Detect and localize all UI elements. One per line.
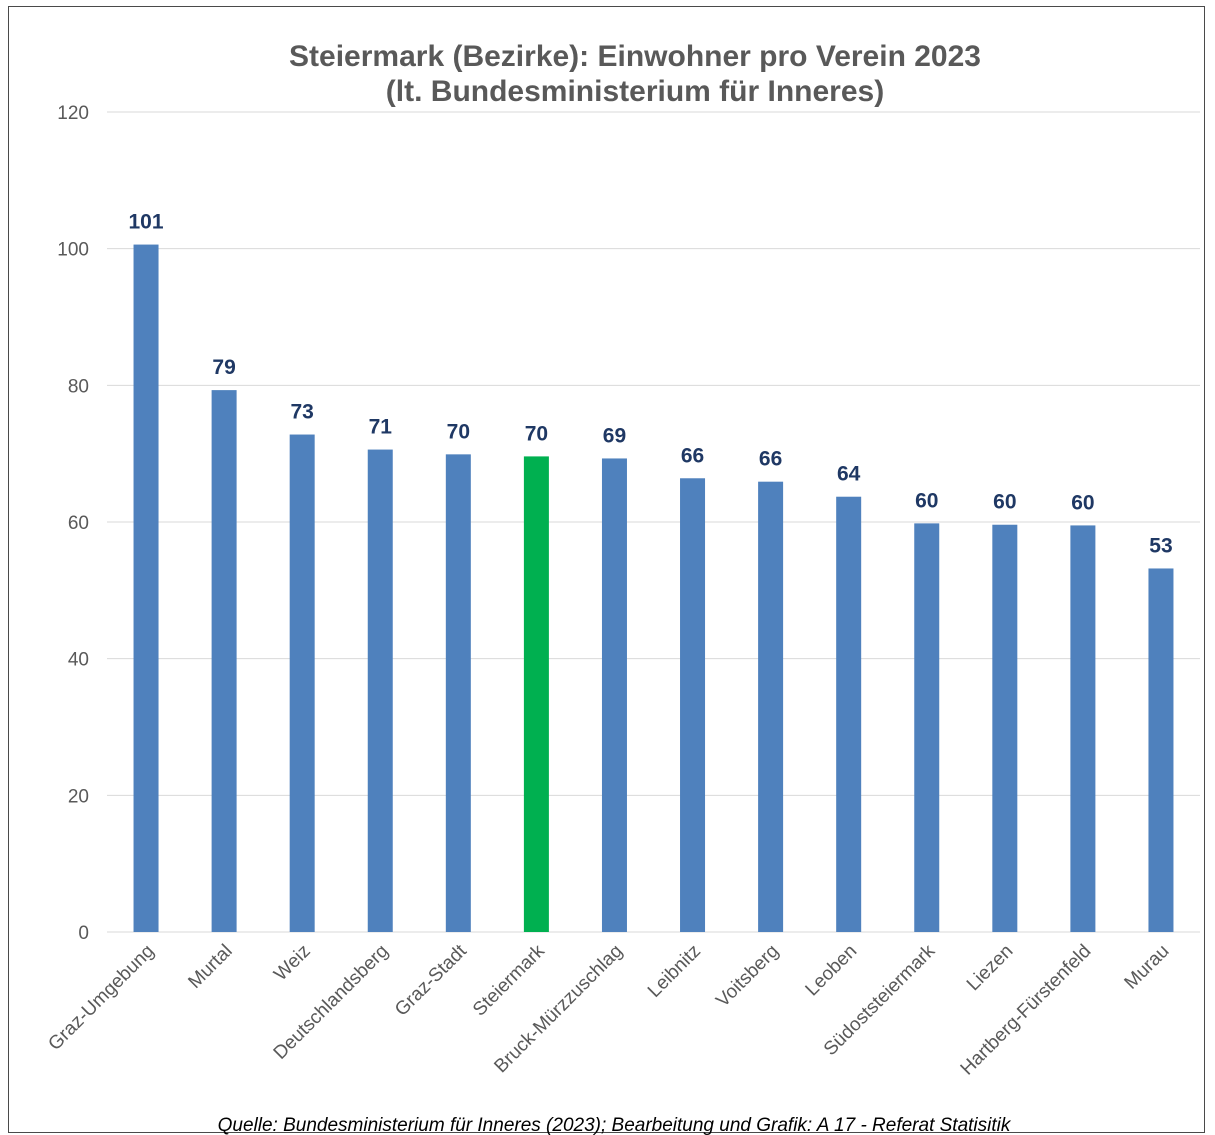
bar [289, 434, 315, 932]
data-label: 60 [1071, 491, 1094, 514]
bar [601, 458, 627, 932]
bar [367, 449, 393, 932]
y-tick-label: 60 [68, 513, 89, 534]
data-label: 60 [915, 489, 938, 512]
data-label: 69 [603, 424, 626, 447]
y-tick-label: 0 [78, 923, 89, 944]
bar [680, 478, 706, 932]
gridlines [107, 111, 1200, 933]
bar [836, 496, 862, 932]
category-label: Graz-Umgebung [44, 941, 158, 1055]
bar [133, 244, 159, 933]
bar [914, 523, 940, 932]
data-label: 101 [129, 211, 164, 234]
data-label: 66 [759, 448, 782, 471]
category-label: Bruck-Mürzzuschlag [490, 941, 627, 1078]
chart-subtitle: (lt. Bundesministerium für Inneres) [386, 75, 884, 108]
bar [523, 456, 549, 932]
source-note: Quelle: Bundesministerium für Inneres (2… [218, 1115, 1012, 1135]
category-label: Leoben [802, 941, 862, 1001]
chart-title: Steiermark (Bezirke): Einwohner pro Vere… [289, 40, 981, 73]
y-tick-label: 80 [68, 376, 89, 397]
category-label: Steiermark [469, 940, 549, 1020]
y-tick-label: 40 [68, 650, 89, 671]
data-label: 71 [369, 416, 393, 439]
bar [1148, 568, 1174, 932]
y-tick-label: 120 [57, 103, 89, 124]
category-labels: Graz-Umgebung Murtal WeizDeutschlandsbergG… [44, 940, 1173, 1079]
y-tick-label: 20 [68, 786, 89, 807]
data-label: 66 [681, 444, 704, 467]
bar [445, 454, 471, 932]
category-label: Murtal [184, 941, 236, 993]
category-label: Weiz [270, 941, 314, 985]
data-label: 64 [837, 463, 861, 486]
bar [211, 390, 237, 932]
y-tick-label: 100 [57, 240, 89, 261]
data-label: 53 [1149, 534, 1172, 557]
bars [133, 244, 1174, 933]
data-label: 79 [212, 356, 235, 379]
data-labels: 101 79 73 71 70 70 69 66 66 64 60 60 60 53 [129, 211, 1173, 558]
category-label: Leibnitz [644, 941, 705, 1002]
category-label: Hartberg-Fürstenfeld [957, 941, 1096, 1080]
bar [992, 524, 1018, 932]
data-label: 73 [290, 401, 313, 424]
y-axis-ticks: 0 20 40 60 80 100 120 [57, 103, 89, 944]
category-label: Murau [1121, 941, 1174, 994]
category-label: Voitsberg [712, 941, 783, 1012]
data-label: 60 [993, 491, 1016, 514]
data-label: 70 [447, 420, 470, 443]
bar [1070, 525, 1096, 932]
bar [758, 481, 784, 932]
category-label: Graz-Stadt [391, 940, 471, 1020]
data-label: 70 [525, 422, 548, 445]
category-label: Liezen [963, 941, 1017, 995]
